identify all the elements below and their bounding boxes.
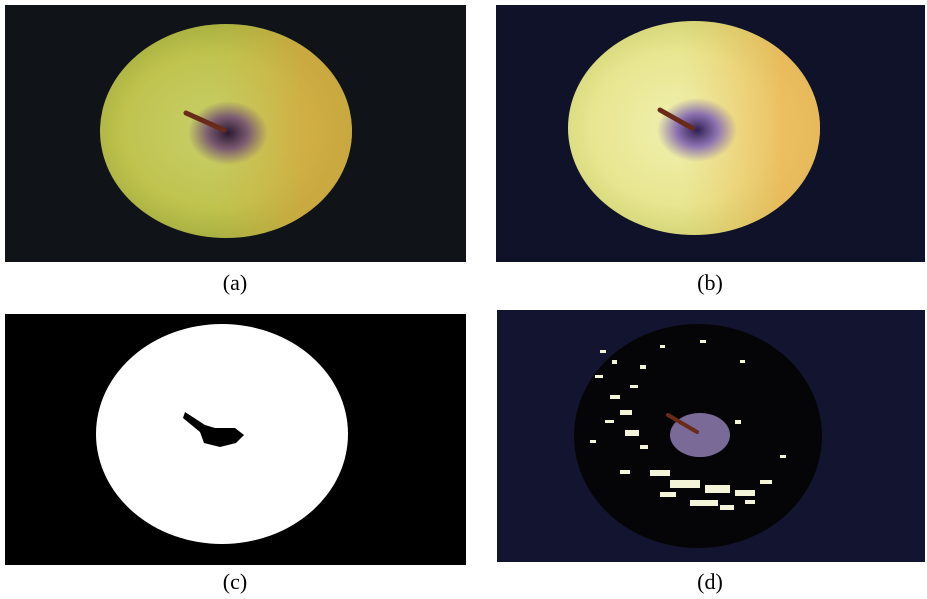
caption: (c) [223,569,247,594]
panel-a [5,5,466,262]
caption: (d) [697,569,723,594]
caption: (a) [223,270,247,295]
page: {"panels": [{"caption": "(a)"}, {"captio… [0,0,927,599]
figure: (a) (b) (c) [0,0,927,599]
caption: (b) [697,270,723,295]
panel-b [496,5,925,262]
panel-c [5,314,466,565]
panel-d [497,310,925,562]
